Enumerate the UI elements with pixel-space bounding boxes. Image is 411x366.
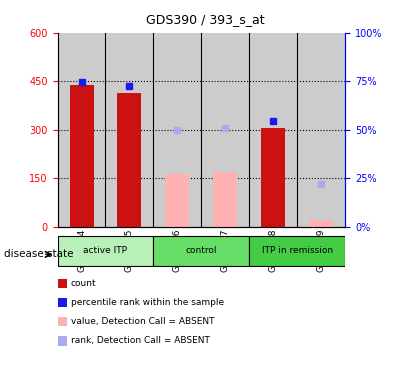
Bar [213,172,237,227]
FancyBboxPatch shape [153,236,249,266]
Text: control: control [186,246,217,255]
Text: active ITP: active ITP [83,246,127,255]
Bar [309,220,333,227]
Bar [249,33,297,227]
Text: disease state: disease state [4,249,74,259]
Bar [69,85,94,227]
Bar [201,33,249,227]
FancyBboxPatch shape [58,236,153,266]
Bar [58,33,106,227]
Text: value, Detection Call = ABSENT: value, Detection Call = ABSENT [71,317,214,326]
FancyBboxPatch shape [249,236,345,266]
Text: GDS390 / 393_s_at: GDS390 / 393_s_at [146,13,265,26]
Bar [153,33,201,227]
Bar [165,174,189,227]
Bar [261,128,285,227]
Bar [58,317,67,326]
Text: percentile rank within the sample: percentile rank within the sample [71,298,224,307]
Text: count: count [71,279,96,288]
Bar [118,93,141,227]
Bar [297,33,345,227]
Bar [58,279,67,288]
Text: ITP in remission: ITP in remission [262,246,333,255]
Bar [106,33,153,227]
Bar [58,298,67,307]
Bar [58,336,67,346]
Text: rank, Detection Call = ABSENT: rank, Detection Call = ABSENT [71,336,210,345]
